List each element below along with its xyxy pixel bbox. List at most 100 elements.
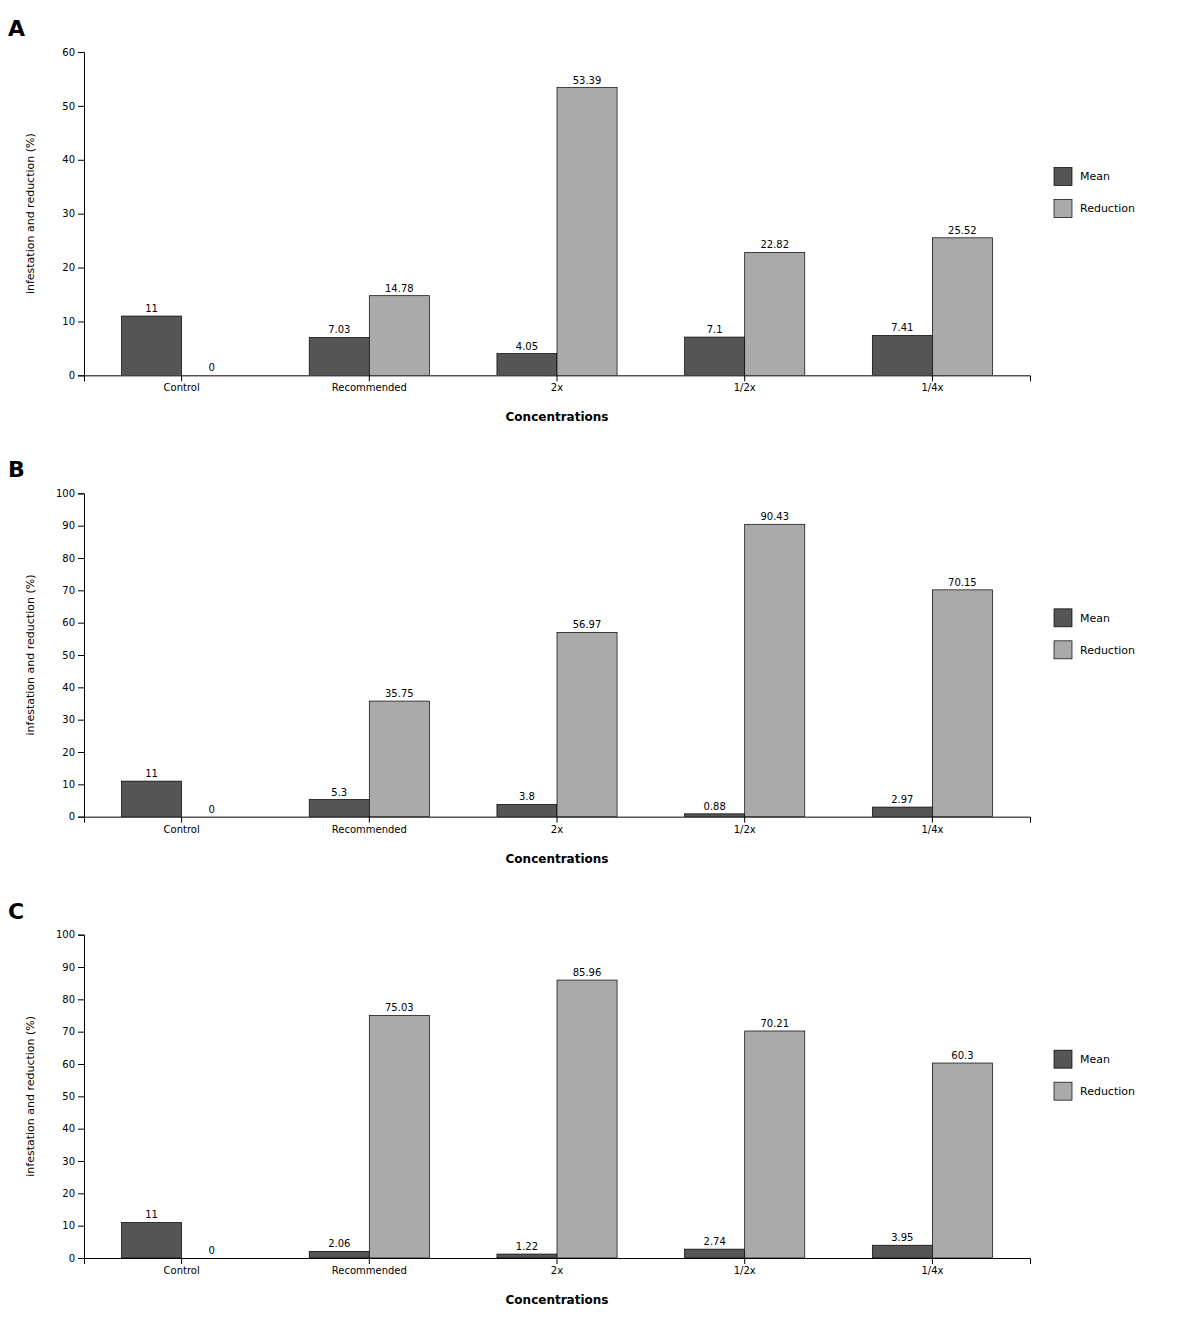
- tick-label: 40: [62, 1123, 75, 1134]
- y-tick: 90: [62, 520, 84, 531]
- tick-label: 1/2x: [734, 824, 756, 835]
- bar: [872, 1245, 932, 1258]
- tick-mark: [78, 590, 84, 591]
- data-label: 4.05: [516, 341, 538, 352]
- legend-label: Reduction: [1080, 1085, 1135, 1098]
- data-label: 75.03: [385, 1002, 414, 1013]
- bar: [745, 1031, 805, 1258]
- tick-mark: [744, 817, 745, 823]
- bar: [685, 814, 745, 817]
- y-tick: 60: [62, 617, 84, 628]
- tick-mark: [78, 1032, 84, 1033]
- bars: [122, 88, 993, 376]
- legend: Mean Reduction: [1054, 168, 1135, 218]
- tick-label: 90: [62, 520, 75, 531]
- x-tick: 1/2x: [734, 375, 756, 393]
- tick-label: 1/4x: [921, 382, 943, 393]
- panel: 112.061.222.743.95075.0385.9670.2160.3 0 1…: [8, 899, 1135, 1307]
- tick-label: 20: [62, 262, 75, 273]
- y-tick: 20: [62, 747, 84, 758]
- bar: [932, 238, 992, 376]
- bars: [122, 524, 993, 816]
- tick-label: 70: [62, 585, 75, 596]
- tick-label: 50: [62, 101, 75, 112]
- bar: [557, 632, 617, 816]
- series: [369, 980, 992, 1258]
- tick-mark: [78, 1193, 84, 1194]
- legend-swatch: [1054, 200, 1072, 218]
- x-tick: 2x: [551, 817, 563, 835]
- legend-label: Reduction: [1080, 644, 1135, 657]
- legend-swatch: [1054, 609, 1072, 627]
- series: [122, 316, 933, 375]
- y-tick: 10: [62, 316, 84, 327]
- tick-label: 50: [62, 650, 75, 661]
- tick-label: 10: [62, 316, 75, 327]
- bar: [182, 1258, 242, 1259]
- bar: [557, 980, 617, 1258]
- tick-mark: [78, 106, 84, 107]
- bar: [309, 337, 369, 375]
- tick-label: 20: [62, 1188, 75, 1199]
- tick-mark: [78, 784, 84, 785]
- tick-mark: [78, 160, 84, 161]
- tick-mark: [932, 817, 933, 823]
- x-axis: ControlRecommended2x1/2x1/4x: [85, 375, 1031, 393]
- data-labels: 112.061.222.743.95075.0385.9670.2160.3: [145, 967, 973, 1256]
- tick-mark: [932, 375, 933, 381]
- tick-label: Control: [164, 824, 200, 835]
- tick-mark: [557, 817, 558, 823]
- bar: [497, 804, 557, 816]
- y-tick: 30: [62, 1156, 84, 1167]
- tick-mark: [557, 375, 558, 381]
- x-axis: ControlRecommended2x1/2x1/4x: [85, 1258, 1031, 1276]
- bar: [685, 337, 745, 375]
- y-axis: 0102030405060708090100: [56, 929, 85, 1263]
- tick-mark: [78, 1258, 84, 1259]
- x-tick: 1/2x: [734, 817, 756, 835]
- tick-label: 60: [62, 1059, 75, 1070]
- panel-title: C: [8, 899, 24, 924]
- axis-line: [85, 817, 1031, 823]
- bar: [122, 316, 182, 375]
- x-tick: 1/2x: [734, 1258, 756, 1276]
- x-axis: ControlRecommended2x1/2x1/4x: [85, 817, 1031, 835]
- tick-mark: [181, 817, 182, 823]
- tick-mark: [369, 1258, 370, 1264]
- data-label: 70.21: [760, 1018, 789, 1029]
- legend-swatch: [1054, 1050, 1072, 1068]
- legend-label: Reduction: [1080, 202, 1135, 215]
- tick-mark: [78, 752, 84, 753]
- tick-label: 100: [56, 929, 75, 940]
- tick-mark: [369, 817, 370, 823]
- tick-mark: [744, 375, 745, 381]
- legend-item: Reduction: [1054, 1082, 1135, 1100]
- chart-root: 117.034.057.17.41014.7853.3922.8225.5201…: [0, 0, 1200, 1324]
- tick-label: Control: [164, 382, 200, 393]
- y-tick: 50: [62, 101, 84, 112]
- tick-mark: [78, 558, 84, 559]
- legend-swatch: [1054, 1082, 1072, 1100]
- legend-item: Reduction: [1054, 641, 1135, 659]
- y-tick: 0: [69, 1253, 84, 1264]
- y-axis-title: infestation and reduction (%): [24, 1016, 37, 1177]
- legend: MeanReduction: [1054, 609, 1135, 659]
- y-tick: 0: [69, 811, 84, 822]
- tick-mark: [181, 375, 182, 381]
- legend-swatch: [1054, 641, 1072, 659]
- tick-mark: [78, 52, 84, 53]
- x-tick: Control: [164, 817, 200, 835]
- data-label: 0: [208, 362, 214, 373]
- bar: [872, 335, 932, 375]
- y-axis: 0102030405060: [62, 47, 84, 381]
- panel: 117.034.057.17.41014.7853.3922.8225.5201…: [8, 16, 1135, 424]
- data-label: 0: [208, 804, 214, 815]
- legend-item: Mean: [1054, 168, 1110, 186]
- tick-mark: [78, 375, 84, 376]
- tick-label: 0: [69, 1253, 75, 1264]
- bar: [745, 524, 805, 816]
- tick-label: 30: [62, 1156, 75, 1167]
- y-tick: 40: [62, 154, 84, 165]
- tick-label: 100: [56, 488, 75, 499]
- series: [369, 88, 992, 376]
